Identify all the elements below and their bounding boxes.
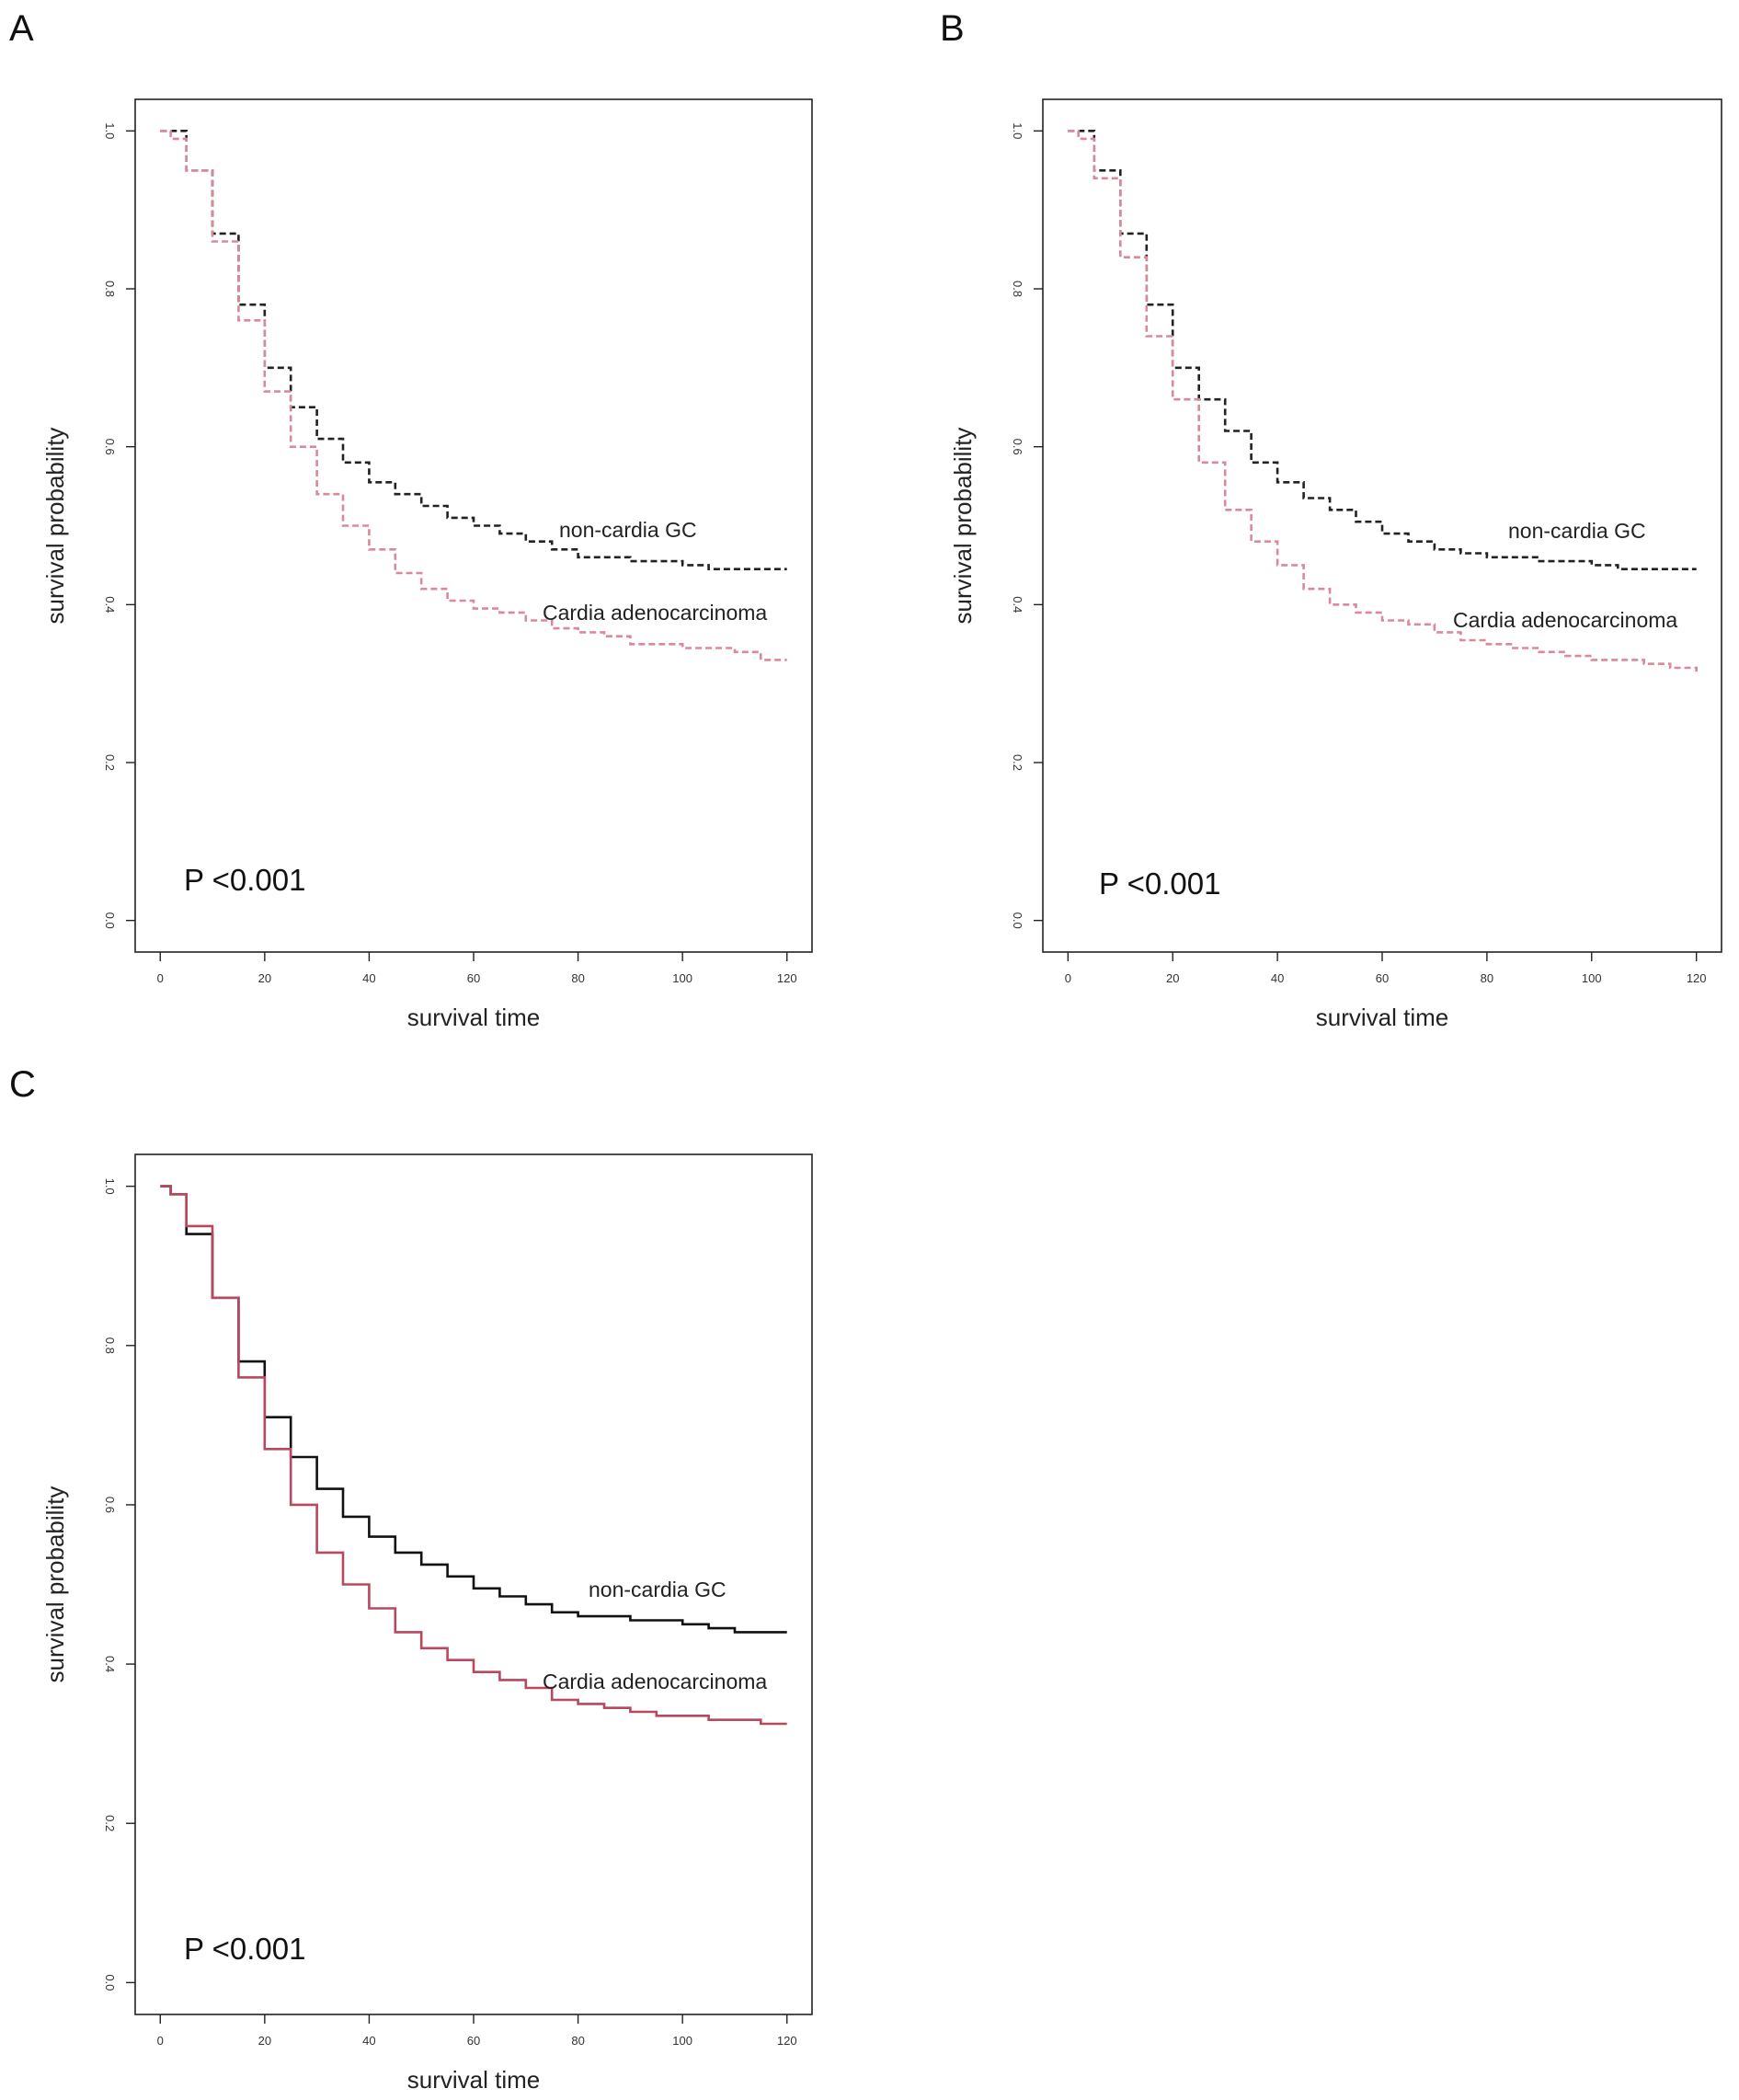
y-axis-label: survival probability	[949, 428, 977, 625]
survival-curve-cardia	[1068, 130, 1698, 672]
y-tick-label: 0.6	[103, 439, 117, 455]
x-tick-label: 80	[571, 2034, 584, 2048]
x-tick-label: 60	[467, 971, 480, 985]
series-label-non-cardia: non-cardia GC	[589, 1578, 726, 1601]
y-tick-label: 0.8	[1011, 281, 1024, 297]
x-tick-label: 60	[1376, 971, 1389, 985]
panel-letter: A	[9, 8, 34, 49]
x-axis-label: survival time	[1316, 1004, 1448, 1031]
p-value-annotation: P <0.001	[184, 863, 305, 897]
chart-panel-a: A 0 20 40 60 80 100 120 0.0 0.2 0.4 0.6 0.8 1.0 surviv…	[9, 8, 813, 1031]
x-tick-label: 60	[467, 2034, 480, 2048]
x-tick-label: 100	[672, 971, 692, 985]
y-axis-label: survival probability	[41, 428, 69, 625]
y-tick-label: 0.4	[103, 1656, 117, 1672]
y-tick-label: 0.8	[103, 281, 117, 297]
survival-curve-cardia	[160, 130, 787, 661]
plot-frame	[134, 98, 813, 953]
y-axis-label: survival probability	[41, 1486, 69, 1683]
x-tick-label: 20	[258, 2034, 271, 2048]
survival-curve-non-cardia	[1068, 130, 1697, 570]
x-tick-label: 40	[362, 2034, 375, 2048]
y-tick-label: 0.2	[103, 754, 117, 771]
series-label-non-cardia: non-cardia GC	[559, 518, 697, 542]
x-axis-label: survival time	[407, 2066, 540, 2094]
survival-curve-cardia	[160, 1185, 787, 1726]
series-label-non-cardia: non-cardia GC	[1508, 519, 1646, 543]
y-tick-label: 1.0	[103, 1178, 117, 1195]
y-tick-label: 1.0	[103, 122, 117, 139]
x-tick-label: 100	[1582, 971, 1602, 985]
y-tick-label: 0.4	[1011, 596, 1024, 613]
x-tick-label: 0	[157, 971, 164, 985]
x-axis-label: survival time	[407, 1004, 540, 1031]
x-tick-label: 20	[258, 971, 271, 985]
series-label-cardia: Cardia adenocarcinoma	[543, 601, 767, 625]
y-tick-label: 0.6	[103, 1497, 117, 1513]
y-tick-label: 0.0	[103, 1974, 117, 1991]
survival-curve-non-cardia	[160, 1185, 787, 1634]
series-label-cardia: Cardia adenocarcinoma	[543, 1670, 767, 1693]
y-tick-label: 0.8	[103, 1337, 117, 1354]
x-tick-label: 120	[777, 971, 797, 985]
x-tick-label: 20	[1166, 971, 1179, 985]
x-tick-label: 120	[777, 2034, 797, 2048]
series-label-cardia: Cardia adenocarcinoma	[1453, 608, 1677, 632]
x-tick-label: 0	[157, 2034, 164, 2048]
y-tick-label: 0.6	[1011, 439, 1024, 455]
y-tick-label: 0.2	[103, 1815, 117, 1831]
x-tick-label: 40	[1271, 971, 1284, 985]
p-value-annotation: P <0.001	[184, 1932, 305, 1966]
y-tick-label: 0.4	[103, 596, 117, 613]
x-tick-label: 0	[1065, 971, 1071, 985]
survival-curve-non-cardia	[160, 130, 787, 570]
panel-letter: B	[940, 8, 965, 49]
x-tick-label: 40	[362, 971, 375, 985]
p-value-annotation: P <0.001	[1099, 866, 1220, 901]
chart-panel-c: C 0 20 40 60 80 100 120 0.0 0.2 0.4 0.6 0.8 1.0 surviv…	[9, 1064, 813, 2094]
x-tick-label: 80	[1481, 971, 1493, 985]
x-tick-label: 100	[672, 2034, 692, 2048]
x-tick-label: 120	[1687, 971, 1707, 985]
panel-letter: C	[9, 1064, 36, 1105]
x-tick-label: 80	[571, 971, 584, 985]
y-tick-label: 0.0	[103, 912, 117, 929]
y-tick-label: 0.2	[1011, 754, 1024, 771]
y-tick-label: 1.0	[1011, 122, 1024, 139]
y-tick-label: 0.0	[1011, 912, 1024, 929]
chart-panel-b: B 0 20 40 60 80 100 120 0.0 0.2 0.4 0.6 0.8 1.0 surviv…	[940, 8, 1722, 1031]
